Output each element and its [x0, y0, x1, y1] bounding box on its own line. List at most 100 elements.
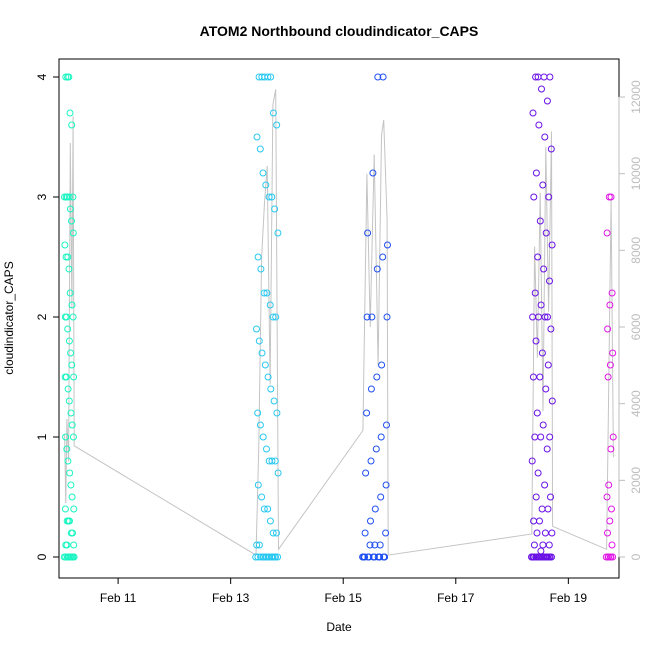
data-point-series-4: [532, 553, 540, 561]
data-point-series-4: [545, 541, 553, 549]
data-point-series-4: [545, 193, 553, 201]
data-point-series-1: [64, 553, 72, 561]
data-point-series-4: [529, 373, 537, 381]
data-point-series-2: [253, 541, 261, 549]
data-point-series-1: [67, 349, 75, 357]
data-point-series-2: [253, 325, 260, 333]
data-point-series-3: [371, 505, 379, 513]
data-point-series-1: [61, 373, 69, 381]
data-point-series-4: [547, 493, 554, 501]
data-point-series-2: [262, 553, 269, 561]
data-point-series-2: [266, 517, 274, 525]
data-point-series-4: [536, 517, 543, 525]
data-point-series-4: [537, 547, 545, 555]
data-point-series-5: [604, 553, 612, 561]
data-point-series-1: [62, 553, 70, 561]
data-point-series-2: [272, 313, 280, 321]
data-point-series-4: [534, 73, 542, 81]
data-point-series-1: [62, 541, 70, 549]
data-point-series-2: [257, 553, 265, 561]
data-point-series-4: [532, 73, 540, 81]
data-point-series-1: [67, 529, 75, 537]
x-tick-label: Feb 17: [437, 591, 475, 605]
data-point-series-4: [546, 277, 553, 285]
data-point-series-2: [269, 313, 277, 321]
data-point-series-5: [603, 229, 611, 237]
data-point-series-2: [267, 385, 275, 393]
secondary-series-line: [64, 89, 614, 556]
y-tick-label: 0: [35, 553, 49, 560]
y-axis-label: cloudindicator_CAPS: [2, 261, 16, 374]
data-point-series-2: [264, 373, 272, 381]
data-point-series-2: [256, 145, 264, 153]
data-point-series-2: [265, 457, 273, 465]
data-point-series-1: [64, 385, 72, 393]
data-point-series-4: [544, 313, 551, 321]
data-point-series-1: [68, 217, 75, 225]
data-point-series-1: [63, 517, 71, 525]
data-point-series-1: [61, 193, 68, 201]
data-point-series-2: [256, 421, 264, 429]
data-point-series-1: [70, 505, 78, 513]
data-point-series-1: [66, 109, 74, 117]
x-tick-label: Feb 13: [212, 591, 250, 605]
x-tick-label: Feb 11: [100, 591, 137, 605]
data-point-series-4: [547, 145, 555, 153]
data-point-series-2: [269, 529, 277, 537]
data-point-series-4: [544, 361, 552, 369]
data-point-series-3: [368, 313, 376, 321]
data-point-series-2: [252, 553, 260, 561]
x-axis-label: Date: [326, 620, 352, 634]
data-point-series-5: [606, 361, 614, 369]
data-point-series-3: [384, 241, 391, 249]
y2-tick-label: 12000: [629, 80, 643, 114]
data-point-series-4: [543, 97, 551, 105]
data-point-series-5: [608, 541, 616, 549]
chart-title: ATOM2 Northbound cloudindicator_CAPS: [200, 23, 479, 39]
data-point-series-2: [259, 433, 267, 441]
data-point-series-1: [70, 373, 78, 381]
data-point-series-4: [530, 541, 538, 549]
data-point-series-4: [544, 505, 552, 513]
data-point-series-3: [366, 541, 374, 549]
data-point-series-4: [537, 433, 545, 441]
data-point-series-5: [606, 553, 614, 561]
data-point-series-1: [66, 289, 74, 297]
data-point-series-3: [361, 529, 369, 537]
data-point-series-4: [531, 289, 539, 297]
data-point-series-2: [259, 553, 267, 561]
data-point-series-1: [64, 325, 72, 333]
data-point-series-3: [374, 73, 382, 81]
data-point-series-1: [66, 469, 74, 477]
data-point-series-3: [364, 229, 372, 237]
data-point-series-3: [381, 553, 389, 561]
data-point-series-1: [68, 361, 76, 369]
data-point-series-4: [548, 397, 556, 405]
y2-tick-label: 0: [629, 553, 643, 560]
data-point-series-3: [371, 541, 379, 549]
data-point-series-3: [376, 541, 384, 549]
data-point-series-3: [369, 169, 377, 177]
data-point-series-3: [370, 553, 378, 561]
data-point-series-2: [273, 409, 281, 417]
data-point-series-1: [69, 193, 77, 201]
data-point-series-1: [68, 421, 76, 429]
data-point-series-5: [604, 529, 611, 537]
y-tick-label: 1: [35, 433, 49, 440]
data-point-series-2: [269, 109, 277, 117]
data-point-series-2: [259, 169, 267, 177]
data-point-series-4: [538, 349, 546, 357]
data-point-series-4: [546, 433, 554, 441]
data-point-series-2: [270, 397, 278, 405]
data-point-series-4: [539, 541, 547, 549]
data-point-series-2: [268, 457, 276, 465]
data-point-series-3: [367, 517, 374, 525]
data-point-series-3: [376, 553, 384, 561]
data-point-series-4: [529, 313, 537, 321]
data-point-series-5: [606, 301, 614, 309]
y2-tick-label: 8000: [629, 237, 643, 264]
data-point-series-4: [547, 325, 555, 333]
data-point-series-4: [539, 181, 547, 189]
data-point-series-2: [255, 337, 263, 345]
data-point-series-1: [69, 313, 77, 321]
